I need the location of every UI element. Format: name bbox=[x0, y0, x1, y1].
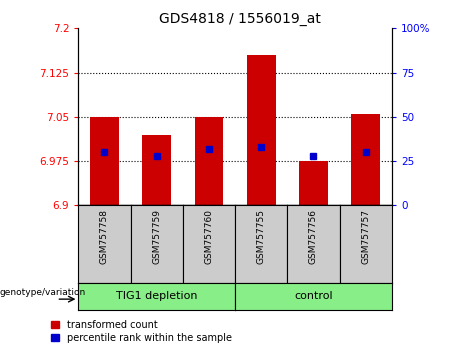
Text: GSM757759: GSM757759 bbox=[152, 209, 161, 264]
Text: GSM757760: GSM757760 bbox=[205, 209, 213, 264]
Text: genotype/variation: genotype/variation bbox=[0, 288, 86, 297]
Text: GDS4818 / 1556019_at: GDS4818 / 1556019_at bbox=[159, 12, 321, 27]
Bar bbox=[195, 117, 224, 205]
Text: GSM757757: GSM757757 bbox=[361, 209, 370, 264]
Bar bbox=[90, 117, 119, 205]
Bar bbox=[299, 161, 328, 205]
Bar bbox=[247, 55, 276, 205]
Bar bbox=[351, 114, 380, 205]
Bar bbox=[142, 135, 171, 205]
Legend: transformed count, percentile rank within the sample: transformed count, percentile rank withi… bbox=[51, 320, 231, 343]
Text: control: control bbox=[294, 291, 333, 302]
Text: GSM757755: GSM757755 bbox=[257, 209, 266, 264]
Text: GSM757756: GSM757756 bbox=[309, 209, 318, 264]
Text: GSM757758: GSM757758 bbox=[100, 209, 109, 264]
Text: TIG1 depletion: TIG1 depletion bbox=[116, 291, 197, 302]
